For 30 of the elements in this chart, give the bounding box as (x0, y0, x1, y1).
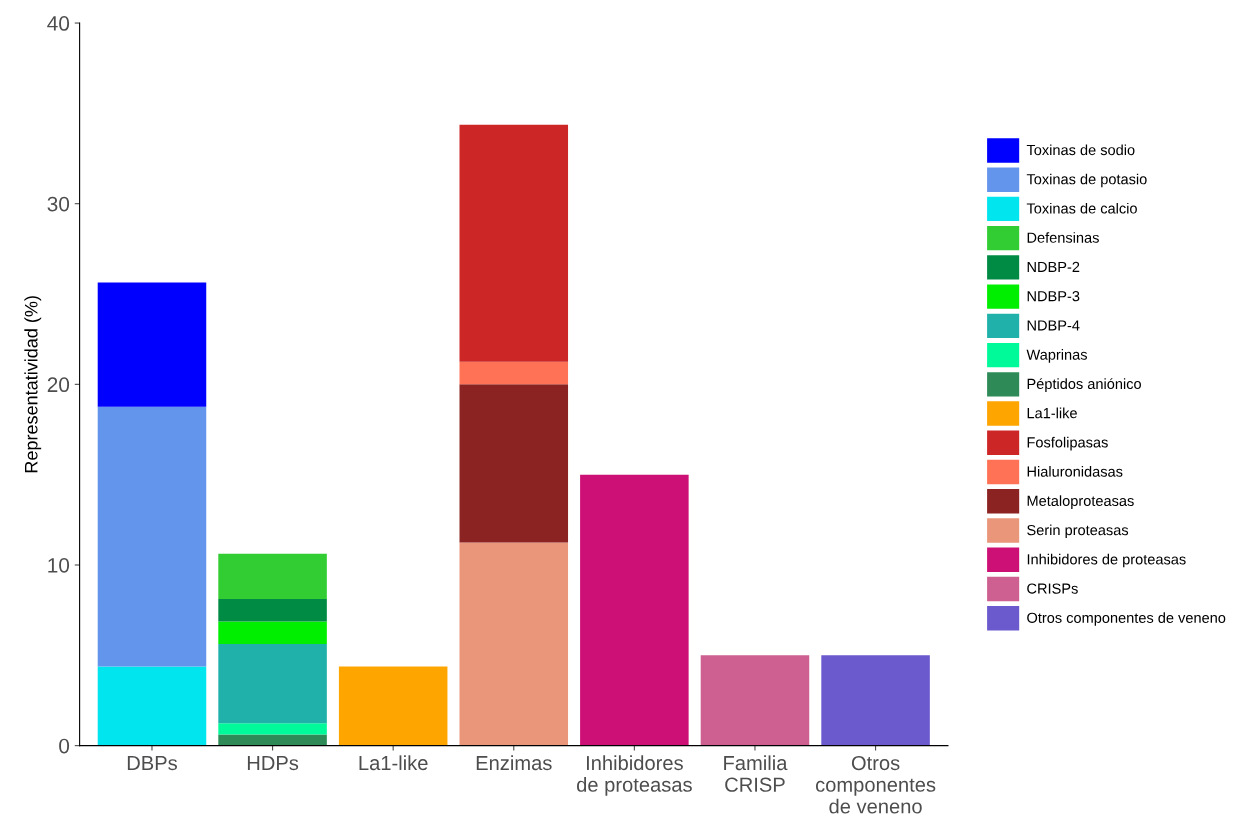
legend-label: NDBP-3 (1027, 291, 1080, 302)
y-axis-title: Representatividad (%) (24, 296, 42, 473)
legend-label: Hialuronidasas (1027, 466, 1123, 477)
x-tick-label: Familia CRISP (724, 755, 788, 792)
x-tick-label: HDPs (247, 756, 299, 771)
y-tick-label: 30 (47, 196, 70, 212)
x-tick-label: Enzimas (476, 755, 552, 771)
x-tick-label: La1-like (359, 755, 428, 771)
x-tick-label: Otros componentes de veneno (815, 755, 936, 814)
legend-label: Toxinas de sodio (1026, 144, 1135, 156)
legend-label: Toxinas de calcio (1026, 202, 1137, 214)
legend-label: NDBP-4 (1027, 320, 1080, 331)
y-tick-label: 40 (47, 16, 70, 31)
legend-label: Metaloproteasas (1027, 495, 1134, 509)
legend-label: Waprinas (1026, 349, 1087, 363)
legend-label: Toxinas de potasio (1026, 173, 1147, 188)
legend-label: NDBP-2 (1027, 261, 1080, 272)
legend-label: Defensinas (1027, 232, 1099, 243)
legend-label: Péptidos aniónico (1027, 378, 1141, 392)
legend-label: CRISPs (1027, 583, 1078, 594)
x-tick-label: Inhibidores de proteasas (577, 755, 692, 796)
legend-label: Fosfolipasas (1027, 436, 1108, 451)
legend-label: Serin proteasas (1027, 524, 1129, 539)
legend-label: Inhibidores de proteasas (1027, 553, 1186, 568)
y-tick-label: 10 (48, 557, 70, 573)
x-tick-label: DBPs (127, 756, 177, 771)
legend-label: Otros componentes de veneno (1027, 612, 1226, 626)
legend-label: La1-like (1027, 407, 1077, 419)
y-tick-label: 0 (59, 738, 70, 754)
y-tick-label: 20 (47, 377, 70, 393)
